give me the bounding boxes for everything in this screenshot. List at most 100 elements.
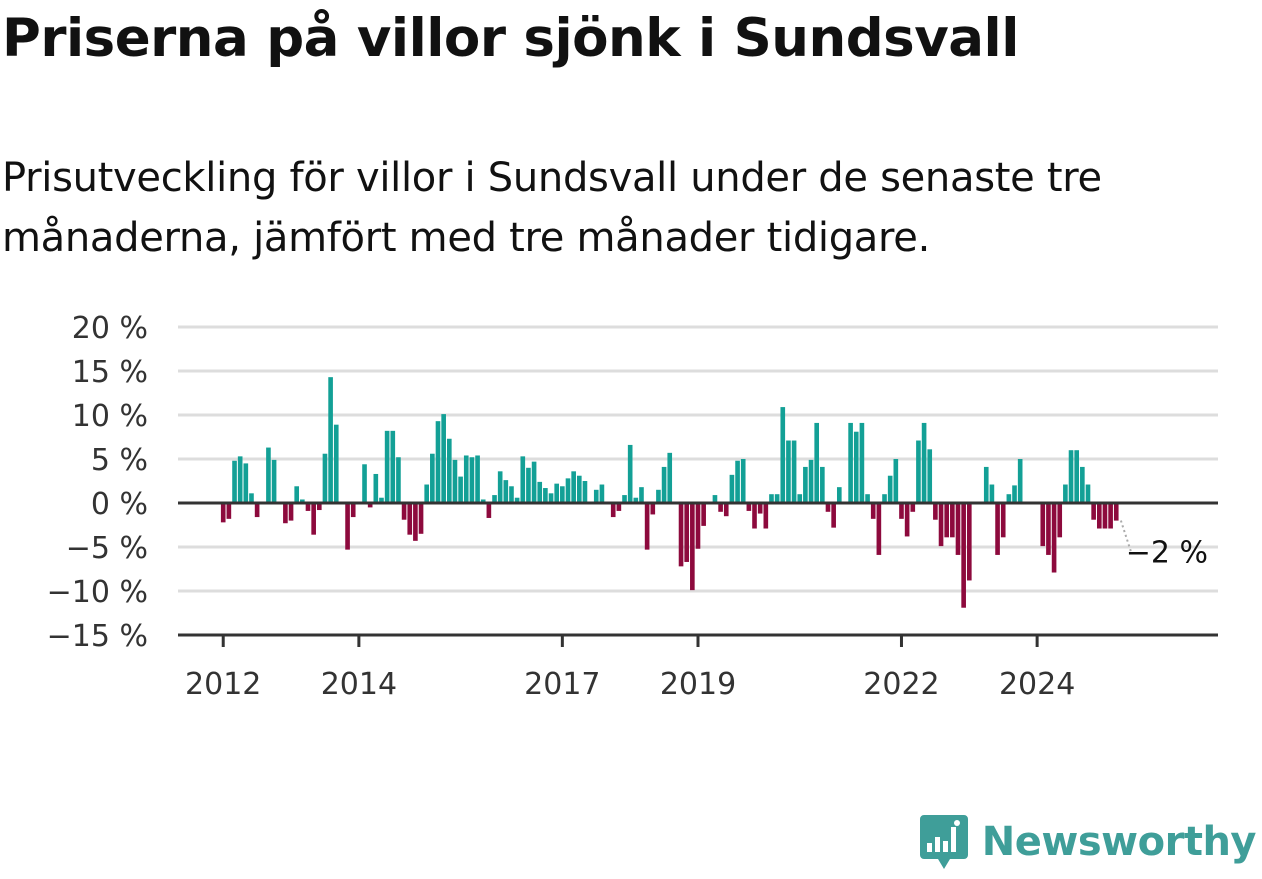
bar [752, 503, 757, 529]
bar [305, 503, 311, 511]
bar [1096, 503, 1102, 529]
bar [1102, 503, 1108, 529]
bar [995, 503, 1000, 555]
bar [938, 503, 944, 547]
bar [1012, 485, 1017, 503]
bar [424, 484, 430, 503]
bar [413, 503, 418, 541]
bar [593, 489, 599, 503]
bar [509, 486, 514, 503]
bar [418, 503, 424, 534]
bar-chart: 20 % 15 % 10 % 5 % 0 % −5 % −10 % −15 % 2012 2014… [47, 311, 1218, 702]
bar [362, 464, 367, 503]
y-tick-label: −15 % [47, 619, 148, 654]
bar [554, 483, 560, 503]
bar [797, 494, 803, 503]
bar [283, 503, 288, 524]
bar [497, 471, 503, 503]
bar [667, 452, 673, 503]
bar [735, 460, 740, 503]
bar [345, 503, 350, 550]
bar [746, 503, 752, 511]
bar [814, 422, 820, 503]
bar [526, 467, 531, 503]
bar [1108, 503, 1113, 529]
bar [294, 486, 300, 503]
axes [178, 501, 1218, 647]
bar [446, 438, 452, 503]
bar [786, 440, 791, 503]
bar [548, 493, 554, 503]
bar [1040, 503, 1046, 547]
bar [825, 503, 831, 512]
bar [944, 503, 950, 538]
bar [1063, 484, 1068, 503]
bar [531, 461, 537, 503]
bar [576, 475, 582, 503]
y-tick-label: 0 % [91, 487, 148, 522]
bar [1057, 503, 1063, 538]
bar [927, 449, 933, 503]
bar [300, 499, 305, 503]
bar [475, 455, 480, 503]
bar [882, 494, 887, 503]
bar [853, 431, 859, 503]
bars [220, 377, 1119, 608]
bar [565, 478, 571, 503]
x-tick-label: 2012 [185, 667, 261, 702]
bar [961, 503, 966, 608]
bar [983, 466, 989, 503]
bar [379, 497, 384, 503]
bar [492, 495, 497, 503]
bar [763, 503, 769, 529]
bar [650, 503, 656, 515]
bar [486, 503, 492, 518]
bar [254, 503, 260, 518]
end-value-label: −2 % [1126, 535, 1208, 570]
bar [831, 503, 836, 528]
y-tick-label: 15 % [72, 355, 148, 390]
bar [435, 421, 441, 503]
bar [396, 457, 401, 503]
brand-logo: Newsworthy [918, 813, 1257, 871]
bar [610, 503, 616, 518]
bar [328, 377, 333, 503]
bar [322, 453, 328, 503]
end-label-leader [1119, 520, 1132, 552]
bar [543, 488, 548, 503]
bar [232, 460, 237, 503]
bar [769, 494, 774, 503]
bar [933, 503, 938, 520]
bar [271, 459, 277, 503]
x-tick-label: 2014 [321, 667, 397, 702]
bar [1074, 450, 1080, 503]
bar [1017, 459, 1023, 503]
bar [893, 459, 899, 503]
bar [639, 487, 644, 503]
bar [950, 503, 955, 538]
bar [390, 430, 396, 503]
bar [803, 466, 808, 503]
bar [966, 503, 972, 581]
tick-labels: 20 % 15 % 10 % 5 % 0 % −5 % −10 % −15 % 2012 2014… [47, 311, 1208, 702]
x-tick-label: 2019 [660, 667, 736, 702]
bar [480, 499, 486, 503]
bar [243, 463, 249, 503]
bar [916, 440, 921, 503]
bar [865, 494, 870, 503]
bar [571, 471, 576, 503]
bar [367, 503, 373, 508]
bar [452, 459, 458, 503]
brand-name: Newsworthy [981, 819, 1257, 865]
bar [237, 456, 243, 503]
bar [955, 503, 961, 555]
bar [729, 474, 735, 503]
bar [1006, 494, 1012, 503]
bar [560, 486, 565, 503]
bar [226, 503, 232, 519]
bar [373, 473, 379, 503]
bar [622, 495, 627, 503]
bar [780, 407, 786, 503]
chart-title: Priserna på villor sjönk i Sundsvall [2, 8, 1019, 69]
bar [690, 503, 695, 591]
